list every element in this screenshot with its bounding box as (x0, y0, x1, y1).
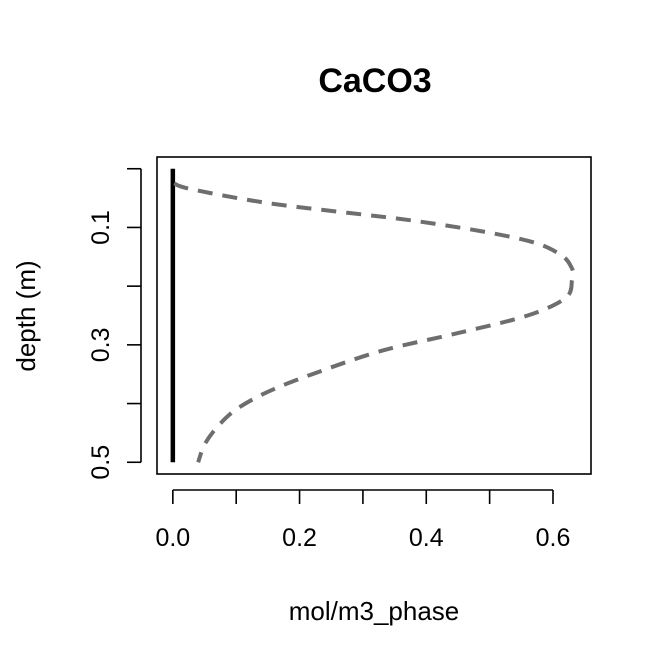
y-tick-label: 0.5 (87, 445, 115, 480)
dashed-series-line (173, 181, 576, 463)
x-axis: 0.0 0.2 0.4 0.6 (155, 489, 571, 552)
chart-title: CaCO3 (318, 62, 431, 100)
y-axis-label: depth (m) (11, 260, 41, 371)
y-tick-label: 0.3 (87, 327, 115, 362)
plot-frame (156, 156, 592, 475)
y-tick-label: 0.1 (87, 210, 115, 245)
x-axis-label: mol/m3_phase (289, 596, 460, 626)
plot-series (170, 168, 576, 463)
x-tick-label: 0.4 (409, 524, 444, 552)
y-axis: 0.1 0.3 0.5 (87, 167, 142, 480)
x-tick-label: 0.0 (155, 524, 190, 552)
x-tick-label: 0.6 (536, 524, 571, 552)
x-tick-label: 0.2 (282, 524, 317, 552)
